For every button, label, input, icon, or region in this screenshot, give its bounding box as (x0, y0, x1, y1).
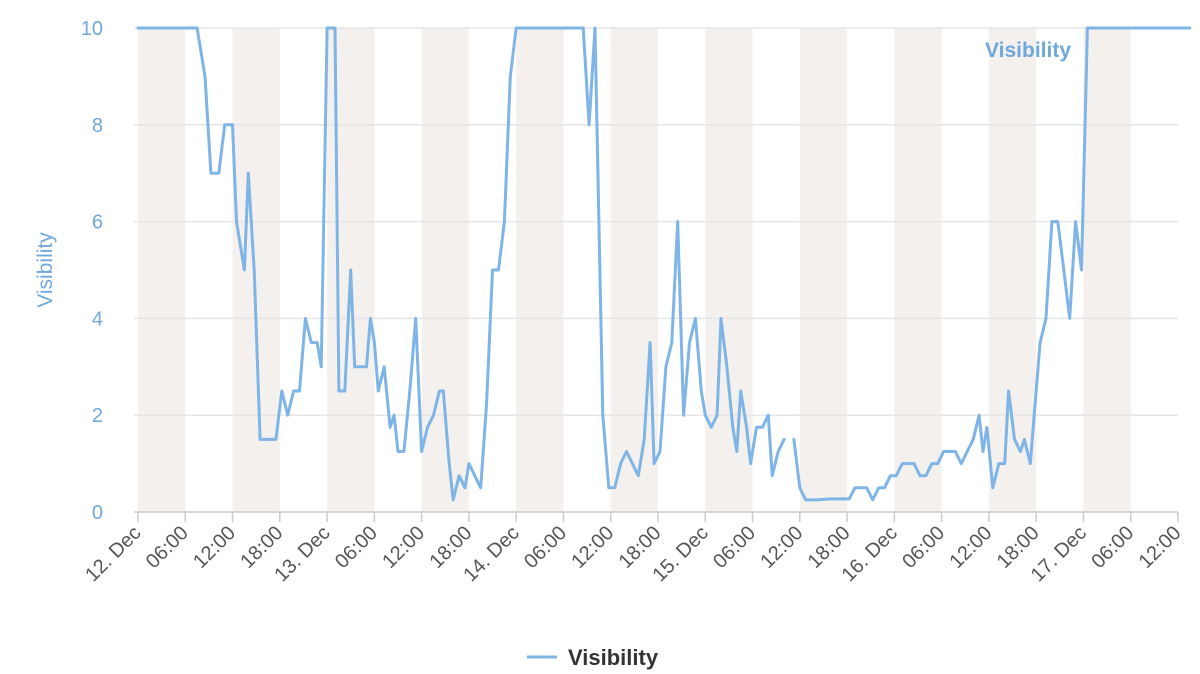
night-band (799, 28, 848, 512)
series-line-segment (792, 26, 1192, 502)
night-band (516, 28, 564, 512)
x-tick-label: 12:00 (378, 522, 429, 573)
x-tick-label: 06:00 (898, 522, 949, 573)
y-tick-label: 2 (92, 405, 103, 427)
x-tick-label: 06:00 (142, 522, 193, 573)
legend[interactable]: Visibility (527, 645, 659, 670)
y-tick-label: 8 (92, 115, 103, 137)
x-tick-label: 06:00 (1087, 522, 1138, 573)
x-tick-label: 12:00 (567, 522, 618, 573)
y-axis-ticks: 0 2 4 6 8 10 (81, 18, 103, 524)
series-visibility (136, 26, 1192, 502)
x-tick-label: 06:00 (331, 522, 382, 573)
series-line-segment (136, 26, 786, 502)
y-tick-label: 0 (92, 502, 103, 524)
y-tick-label: 10 (81, 18, 103, 40)
night-band (610, 28, 658, 512)
x-tick-label: 12:00 (1135, 522, 1186, 573)
night-band (421, 28, 469, 512)
x-tick-label: 12:00 (189, 522, 240, 573)
night-band (138, 28, 186, 512)
x-tick-label: 12. Dec (81, 522, 145, 586)
night-band (1083, 28, 1131, 512)
x-tick-label: 06:00 (520, 522, 571, 573)
x-tick-label: 12:00 (945, 522, 996, 573)
y-tick-label: 6 (92, 212, 103, 234)
night-band (894, 28, 942, 512)
night-band (232, 28, 280, 512)
y-axis-title: Visibility (34, 232, 57, 308)
night-band (705, 28, 753, 512)
x-tick-label: 06:00 (709, 522, 760, 573)
legend-item-visibility[interactable]: Visibility (568, 645, 659, 670)
y-tick-label: 4 (92, 308, 103, 330)
night-band (988, 28, 1037, 512)
x-tick-label: 12:00 (756, 522, 807, 573)
series-inline-label: Visibility (985, 39, 1071, 62)
